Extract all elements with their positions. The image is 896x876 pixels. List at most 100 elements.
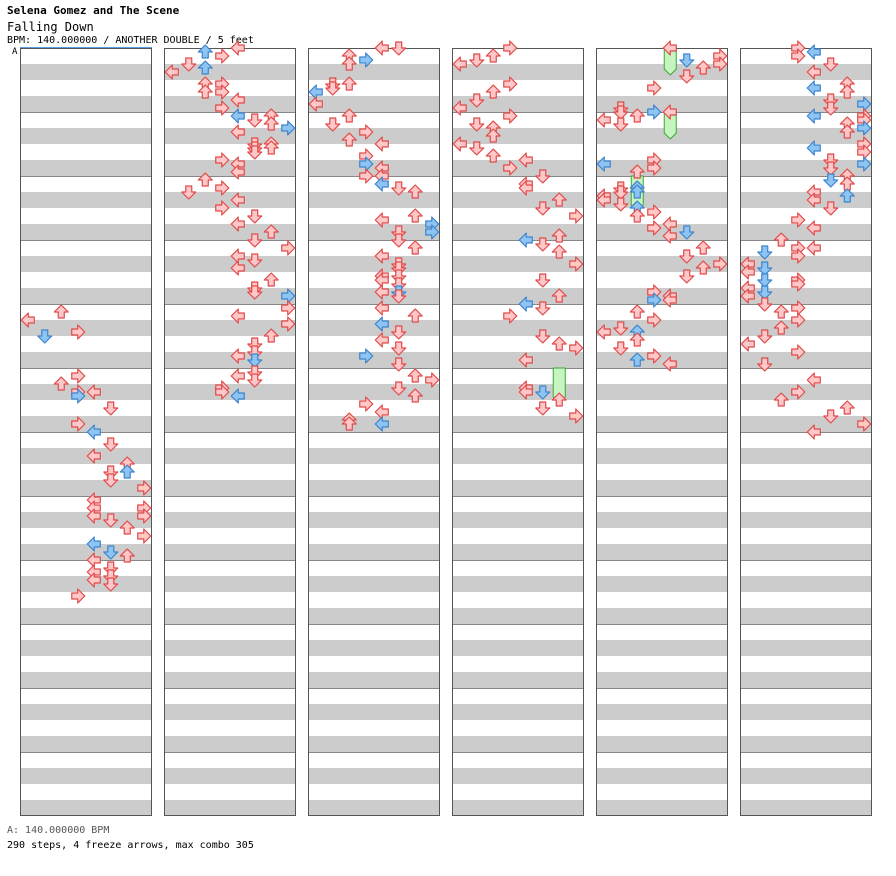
step-arrow-up-icon (485, 48, 501, 63)
step-arrow-up-icon (839, 400, 855, 415)
step-arrow-up-icon (551, 228, 567, 243)
beat-stripe (740, 800, 872, 816)
step-arrow-down-icon (757, 329, 773, 344)
step-arrow-down-icon (103, 577, 119, 592)
step-arrow-right-icon (791, 384, 806, 400)
step-arrow-right-icon (713, 56, 728, 72)
step-arrow-down-icon (469, 53, 485, 68)
beat-stripe (452, 160, 584, 176)
step-arrow-down-icon (247, 253, 263, 268)
beat-stripe (164, 800, 296, 816)
step-arrow-left-icon (86, 572, 101, 588)
beat-stripe (740, 320, 872, 336)
beat-stripe (596, 704, 728, 720)
step-arrow-up-icon (629, 108, 645, 123)
beat-stripe (452, 736, 584, 752)
step-arrow-up-icon (263, 224, 279, 239)
step-arrow-right-icon (281, 240, 296, 256)
beat-stripe (596, 736, 728, 752)
beat-stripe (308, 320, 440, 336)
step-arrow-right-icon (359, 168, 374, 184)
step-arrow-up-icon (773, 232, 789, 247)
column-border (452, 48, 584, 816)
step-arrow-left-icon (740, 336, 755, 352)
beat-stripe (164, 672, 296, 688)
beat-stripe (740, 704, 872, 720)
step-arrow-left-icon (452, 100, 467, 116)
beat-stripe (452, 608, 584, 624)
beat-stripe (740, 64, 872, 80)
beat-stripe (164, 256, 296, 272)
beat-stripe (20, 704, 152, 720)
beat-stripe (596, 96, 728, 112)
step-arrow-down-icon (247, 365, 263, 380)
beat-stripe (308, 480, 440, 496)
step-arrow-up-icon (263, 328, 279, 343)
beat-stripe (164, 448, 296, 464)
step-arrow-right-icon (569, 340, 584, 356)
step-arrow-left-icon (86, 508, 101, 524)
step-arrow-right-icon (791, 248, 806, 264)
beat-stripe (164, 416, 296, 432)
step-arrow-left-icon (230, 388, 245, 404)
step-arrow-up-icon (551, 392, 567, 407)
step-arrow-left-icon (230, 260, 245, 276)
step-arrow-down-icon (535, 401, 551, 416)
step-arrow-up-icon (839, 124, 855, 139)
step-arrow-up-icon (629, 352, 645, 367)
beat-stripe (596, 160, 728, 176)
step-arrow-right-icon (791, 312, 806, 328)
beat-stripe (164, 736, 296, 752)
step-arrow-up-icon (263, 116, 279, 131)
step-arrow-down-icon (823, 161, 839, 176)
beat-stripe (740, 672, 872, 688)
beat-stripe (596, 544, 728, 560)
step-arrow-up-icon (629, 304, 645, 319)
step-arrow-up-icon (53, 304, 69, 319)
beat-stripe (308, 576, 440, 592)
beat-stripe (596, 672, 728, 688)
beat-stripe (308, 768, 440, 784)
step-arrow-right-icon (281, 300, 296, 316)
step-arrow-right-icon (503, 160, 518, 176)
beat-stripe (740, 544, 872, 560)
step-arrow-down-icon (535, 237, 551, 252)
beat-stripe (20, 96, 152, 112)
step-arrow-down-icon (325, 81, 341, 96)
beat-stripe (20, 800, 152, 816)
step-arrow-down-icon (757, 285, 773, 300)
step-arrow-right-icon (647, 160, 662, 176)
step-arrow-up-icon (407, 184, 423, 199)
step-arrow-right-icon (503, 308, 518, 324)
step-arrow-left-icon (374, 300, 389, 316)
step-arrow-up-icon (341, 132, 357, 147)
beat-stripe (164, 640, 296, 656)
step-arrow-up-icon (119, 464, 135, 479)
step-arrow-left-icon (374, 212, 389, 228)
song-artist: Selena Gomez and The Scene (7, 4, 180, 17)
step-arrow-left-icon (806, 424, 821, 440)
step-arrow-left-icon (230, 192, 245, 208)
step-arrow-down-icon (103, 545, 119, 560)
beat-stripe (20, 736, 152, 752)
beat-stripe (308, 96, 440, 112)
step-arrow-up-icon (773, 320, 789, 335)
step-arrow-up-icon (485, 148, 501, 163)
beat-stripe (452, 704, 584, 720)
beat-stripe (308, 544, 440, 560)
step-arrow-left-icon (230, 368, 245, 384)
step-arrow-right-icon (71, 416, 86, 432)
column-border (308, 48, 440, 816)
step-arrow-left-icon (374, 136, 389, 152)
step-arrow-right-icon (359, 348, 374, 364)
step-arrow-up-icon (485, 84, 501, 99)
step-arrow-up-icon (407, 240, 423, 255)
step-arrow-down-icon (391, 357, 407, 372)
step-arrow-left-icon (596, 324, 611, 340)
step-arrow-left-icon (740, 264, 755, 280)
beat-stripe (308, 512, 440, 528)
step-arrow-down-icon (679, 53, 695, 68)
step-arrow-left-icon (374, 40, 389, 56)
step-arrow-down-icon (613, 185, 629, 200)
beat-stripe (164, 480, 296, 496)
